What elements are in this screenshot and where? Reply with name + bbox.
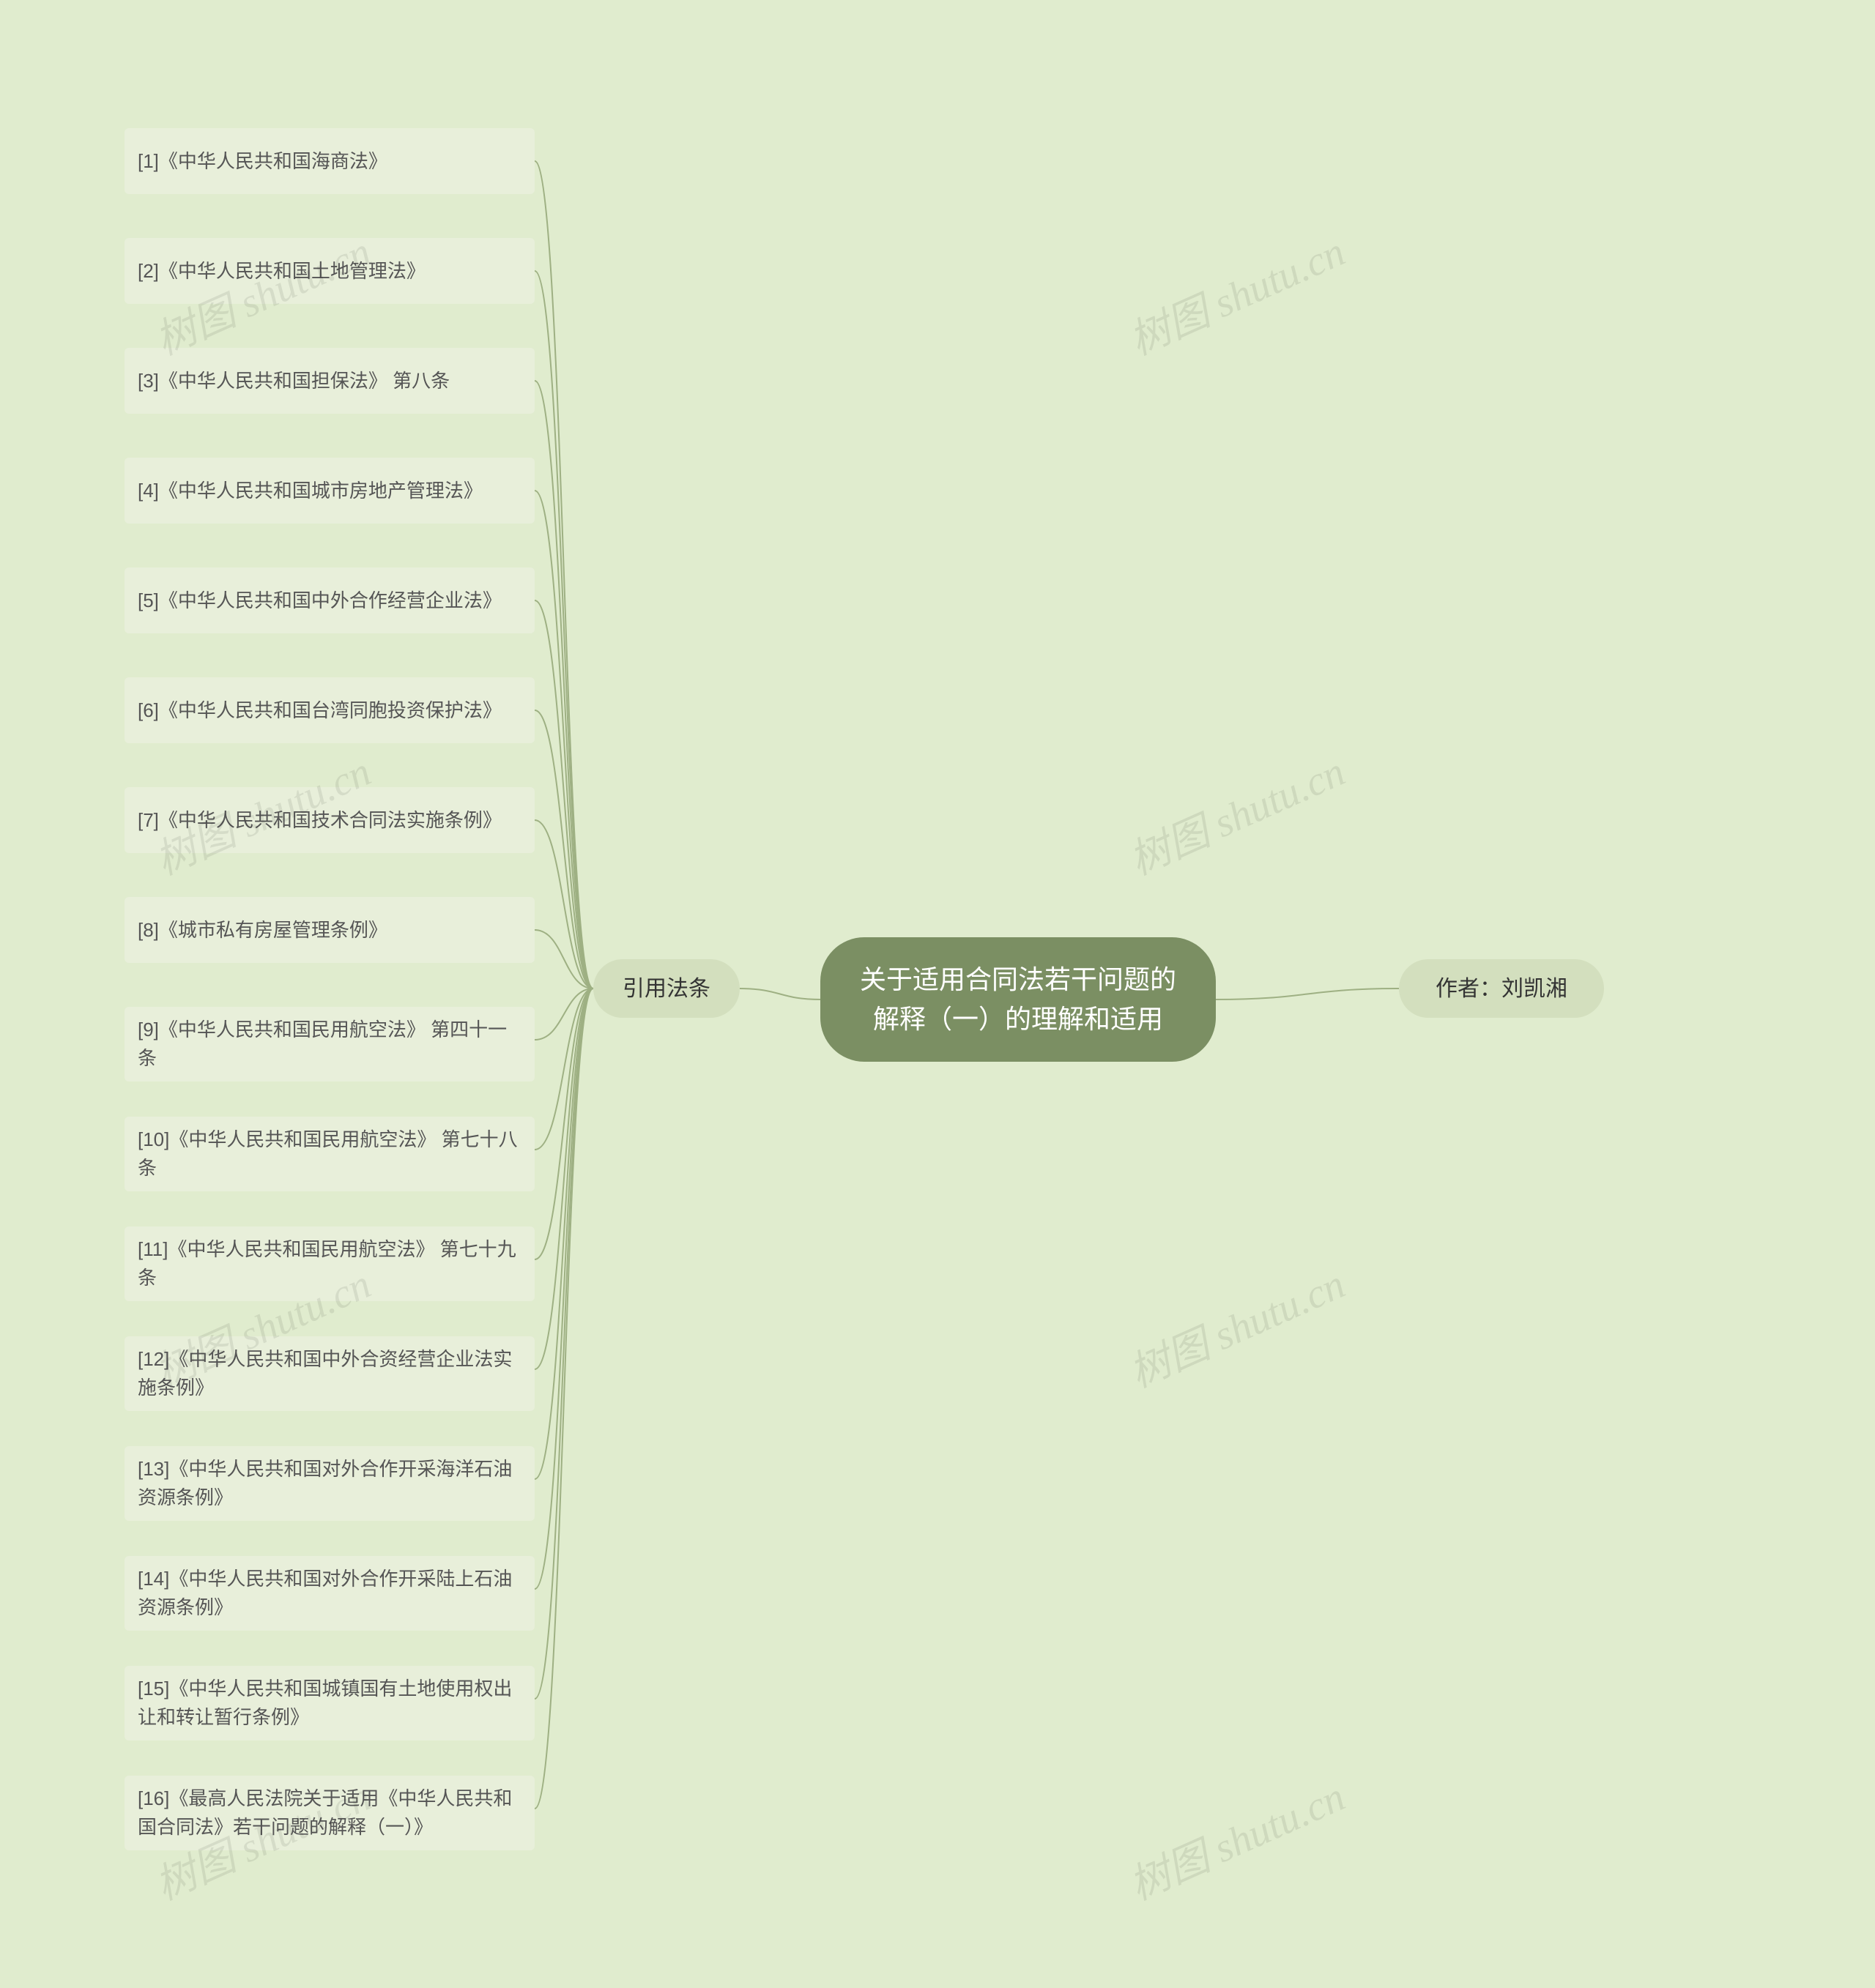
leaf-node[interactable]: [1]《中华人民共和国海商法》 (125, 128, 535, 194)
leaf-node[interactable]: [16]《最高人民法院关于适用《中华人民共和国合同法》若干问题的解释（一）》 (125, 1776, 535, 1850)
leaf-node[interactable]: [15]《中华人民共和国城镇国有土地使用权出让和转让暂行条例》 (125, 1666, 535, 1741)
leaf-node[interactable]: [4]《中华人民共和国城市房地产管理法》 (125, 458, 535, 524)
leaf-node[interactable]: [7]《中华人民共和国技术合同法实施条例》 (125, 787, 535, 853)
watermark: 树图 shutu.cn (1118, 219, 1353, 367)
author-node[interactable]: 作者：刘凯湘 (1399, 959, 1604, 1018)
leaf-node[interactable]: [3]《中华人民共和国担保法》 第八条 (125, 348, 535, 414)
leaf-node[interactable]: [8]《城市私有房屋管理条例》 (125, 897, 535, 963)
root-node[interactable]: 关于适用合同法若干问题的解释（一）的理解和适用 (820, 937, 1216, 1062)
leaf-node[interactable]: [9]《中华人民共和国民用航空法》 第四十一条 (125, 1007, 535, 1082)
leaf-node[interactable]: [13]《中华人民共和国对外合作开采海洋石油资源条例》 (125, 1446, 535, 1521)
leaf-node[interactable]: [6]《中华人民共和国台湾同胞投资保护法》 (125, 677, 535, 743)
leaf-node[interactable]: [5]《中华人民共和国中外合作经营企业法》 (125, 567, 535, 633)
watermark: 树图 shutu.cn (1118, 1764, 1353, 1912)
watermark: 树图 shutu.cn (1118, 1251, 1353, 1399)
leaf-node[interactable]: [11]《中华人民共和国民用航空法》 第七十九条 (125, 1226, 535, 1301)
leaf-node[interactable]: [14]《中华人民共和国对外合作开采陆上石油资源条例》 (125, 1556, 535, 1631)
leaf-node[interactable]: [2]《中华人民共和国土地管理法》 (125, 238, 535, 304)
mindmap-canvas: 关于适用合同法若干问题的解释（一）的理解和适用 作者：刘凯湘 引用法条 [1]《… (0, 0, 1875, 1988)
citations-node[interactable]: 引用法条 (593, 959, 740, 1018)
leaf-node[interactable]: [12]《中华人民共和国中外合资经营企业法实施条例》 (125, 1336, 535, 1411)
leaf-node[interactable]: [10]《中华人民共和国民用航空法》 第七十八条 (125, 1117, 535, 1191)
watermark: 树图 shutu.cn (1118, 739, 1353, 887)
